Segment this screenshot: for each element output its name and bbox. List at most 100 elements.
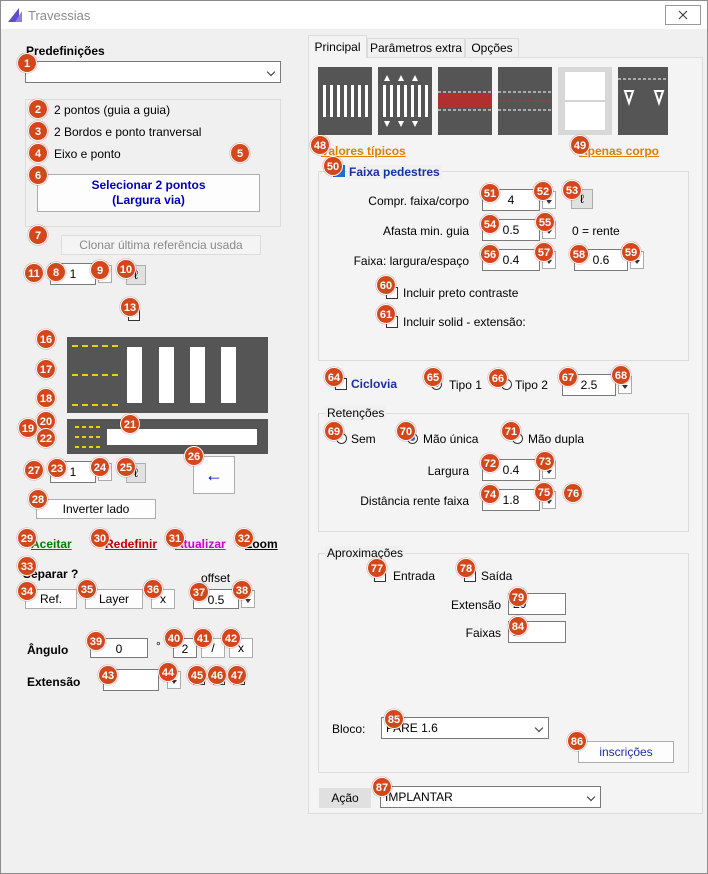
radio-label: Sem xyxy=(351,432,376,446)
arrow-button[interactable]: ← xyxy=(193,456,235,494)
marker-badge: 74 xyxy=(480,484,500,504)
group xyxy=(318,171,689,361)
marker-badge: 65 xyxy=(423,367,443,387)
marker-badge: 64 xyxy=(324,367,344,387)
marker-badge: 34 xyxy=(17,581,37,601)
marker-badge: 20 xyxy=(36,411,56,431)
marker-badge: 43 xyxy=(98,665,118,685)
marker-badge: 56 xyxy=(480,244,500,264)
marker-badge: 31 xyxy=(165,528,185,548)
marker-badge: 51 xyxy=(480,183,500,203)
radio-label: Mão dupla xyxy=(528,432,585,446)
marker-badge: 36 xyxy=(143,579,163,599)
radio-label: Eixo e ponto xyxy=(54,147,121,161)
marker-badge: 28 xyxy=(28,489,48,509)
button[interactable]: Layer xyxy=(85,589,143,609)
button[interactable]: Ref. xyxy=(25,589,77,609)
marker-badge: 32 xyxy=(234,528,254,548)
link[interactable]: Aceitar xyxy=(31,537,72,551)
label: Faixas xyxy=(465,626,501,640)
marker-badge: 59 xyxy=(621,242,641,262)
marker-badge: 73 xyxy=(535,451,555,471)
marker-badge: 13 xyxy=(120,297,140,317)
title-bar: Travessias xyxy=(1,1,707,29)
marker-badge: 27 xyxy=(24,460,44,480)
clone-button[interactable]: Clonar última referência usada xyxy=(61,235,261,255)
link[interactable]: Valores típicos xyxy=(321,144,406,158)
link[interactable]: Redefinir xyxy=(105,537,158,551)
checkbox-label: Saída xyxy=(481,569,513,583)
label: Afasta min. guia xyxy=(382,224,469,238)
radio-label: Mão única xyxy=(423,432,479,446)
marker-badge: 24 xyxy=(90,457,110,477)
marker-badge: 2 xyxy=(28,99,48,119)
radio-label: 2 Bordos e ponto tranversal xyxy=(54,125,202,139)
checkbox-label: Incluir preto contraste xyxy=(403,286,519,300)
marker-badge: 19 xyxy=(18,418,38,438)
marker-badge: 60 xyxy=(376,275,396,295)
marker-badge: 25 xyxy=(116,457,136,477)
button-line: Selecionar 2 pontos xyxy=(91,178,206,192)
marker-badge: 84 xyxy=(508,616,528,636)
radio-label: 2 pontos (guia a guia) xyxy=(54,103,171,117)
type-thumbnails[interactable] xyxy=(318,67,668,136)
marker-badge: 39 xyxy=(86,631,106,651)
marker-badge: 57 xyxy=(534,242,554,262)
tab[interactable]: Opções xyxy=(465,38,519,58)
marker-badge: 35 xyxy=(77,579,97,599)
marker-badge: 33 xyxy=(17,556,37,576)
marker-badge: 46 xyxy=(207,665,227,685)
label: Ângulo xyxy=(27,643,69,657)
label: Compr. faixa/corpo xyxy=(368,194,469,208)
action-combo[interactable]: IMPLANTAR xyxy=(380,786,601,808)
marker-badge: 71 xyxy=(501,421,521,441)
tab[interactable]: Principal xyxy=(308,35,367,58)
invert-button[interactable]: Inverter lado xyxy=(36,499,156,519)
marker-badge: 68 xyxy=(611,365,631,385)
label: Bloco: xyxy=(332,722,366,736)
marker-badge: 58 xyxy=(569,244,589,264)
marker-badge: 49 xyxy=(570,135,590,155)
radio-label: Tipo 2 xyxy=(515,378,548,392)
marker-badge: 86 xyxy=(567,731,587,751)
marker-badge: 3 xyxy=(28,121,48,141)
marker-badge: 69 xyxy=(324,421,344,441)
marker-badge: 79 xyxy=(508,587,528,607)
tab[interactable]: Parâmetros extra xyxy=(367,38,465,58)
marker-badge: 78 xyxy=(456,558,476,578)
label: Distância rente faixa xyxy=(360,494,469,508)
marker-badge: 54 xyxy=(480,214,500,234)
close-button[interactable] xyxy=(665,5,701,25)
unit: ° xyxy=(156,639,161,653)
group xyxy=(318,413,689,532)
block-combo[interactable]: PARE 1.6 xyxy=(381,717,549,739)
label: Predefinições xyxy=(26,44,105,58)
marker-badge: 26 xyxy=(184,446,204,466)
group-title: Faixa pedestres xyxy=(347,165,442,179)
marker-badge: 6 xyxy=(28,165,48,185)
marker-badge: 29 xyxy=(17,528,37,548)
link[interactable]: Apenas corpo xyxy=(579,144,660,158)
preview xyxy=(67,337,268,454)
link[interactable]: Atualizar xyxy=(175,537,226,551)
label: Extensão xyxy=(450,598,501,612)
preset-combo[interactable] xyxy=(25,61,281,83)
checkbox-label: Incluir solid - extensão: xyxy=(403,315,526,329)
marker-badge: 8 xyxy=(46,262,66,282)
label: offset xyxy=(201,571,231,585)
button[interactable]: inscrições xyxy=(578,741,674,763)
marker-badge: 44 xyxy=(158,662,178,682)
marker-badge: 7 xyxy=(28,225,48,245)
label: Extensão xyxy=(27,675,81,689)
marker-badge: 1 xyxy=(17,53,37,73)
section-label: Ciclovia xyxy=(351,377,398,391)
select-button[interactable]: Selecionar 2 pontos (Largura via) xyxy=(37,174,260,212)
marker-badge: 77 xyxy=(367,558,387,578)
window-title: Travessias xyxy=(28,8,91,23)
marker-badge: 10 xyxy=(116,259,136,279)
marker-badge: 22 xyxy=(36,428,56,448)
marker-badge: 70 xyxy=(396,421,416,441)
marker-badge: 76 xyxy=(563,483,583,503)
marker-badge: 41 xyxy=(193,628,213,648)
button-line: (Largura via) xyxy=(112,193,185,207)
